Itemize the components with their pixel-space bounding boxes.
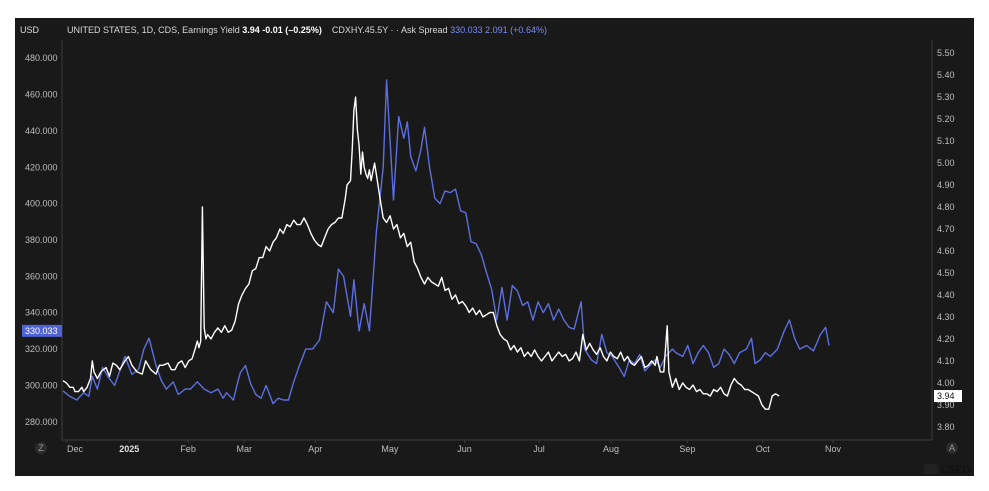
- x-tick-label: Dec: [67, 444, 84, 454]
- right-tick-label: 4.70: [937, 224, 955, 234]
- zoom-reset-label: Z: [38, 443, 44, 453]
- left-tick-label: 400.000: [25, 199, 58, 209]
- left-tick-label: 480.000: [25, 53, 58, 63]
- legend-series2-label: CDXHY.45.5Y · · Ask Spread: [331, 25, 448, 35]
- left-last-value-text: 330.033: [25, 326, 58, 336]
- currency-label: USD: [20, 25, 40, 35]
- right-last-value-text: 3.94: [937, 391, 955, 401]
- x-tick-label: May: [381, 444, 399, 454]
- right-tick-label: 5.40: [937, 70, 955, 80]
- left-tick-label: 280.000: [25, 417, 58, 427]
- x-tick-label: Feb: [180, 444, 196, 454]
- right-tick-label: 4.80: [937, 202, 955, 212]
- legend-series1-change: -0.01 (–0.25%): [262, 25, 322, 35]
- legend-series1-last: 3.94: [242, 25, 260, 35]
- right-tick-label: 5.00: [937, 158, 955, 168]
- x-tick-label: 2025: [119, 444, 139, 454]
- right-tick-label: 4.00: [937, 378, 955, 388]
- x-tick-label: Sep: [679, 444, 695, 454]
- auto-scale-control[interactable]: [946, 442, 958, 454]
- left-tick-label: 320.000: [25, 344, 58, 354]
- right-tick-label: 5.50: [937, 48, 955, 58]
- right-tick-label: 4.60: [937, 246, 955, 256]
- left-tick-label: 360.000: [25, 271, 58, 281]
- brand-name: LSEG: [941, 464, 971, 476]
- left-tick-label: 420.000: [25, 162, 58, 172]
- x-tick-label: Jun: [457, 444, 472, 454]
- legend-series2-last: 330.033: [450, 25, 483, 35]
- series-line-ask-spread: [62, 79, 830, 405]
- right-tick-label: 5.30: [937, 92, 955, 102]
- chart-plot: 280.000 300.000 320.000 340.000 360.000 380.0…: [15, 18, 974, 476]
- right-tick-label: 5.20: [937, 114, 955, 124]
- left-tick-label: 300.000: [25, 380, 58, 390]
- auto-scale-label: A: [949, 443, 955, 453]
- right-tick-label: 4.50: [937, 268, 955, 278]
- x-tick-label: Apr: [308, 444, 322, 454]
- left-last-value-tag: [22, 324, 62, 337]
- legend-series1-label: UNITED STATES, 1D, CDS, Earnings Yield: [67, 25, 240, 35]
- zoom-reset-control[interactable]: [35, 442, 47, 454]
- right-tick-label: 3.90: [937, 400, 955, 410]
- lseg-mark-icon: [924, 464, 939, 474]
- left-tick-label: 340.000: [25, 308, 58, 318]
- left-tick-label: 380.000: [25, 235, 58, 245]
- right-tick-label: 5.10: [937, 136, 955, 146]
- left-tick-label: 460.000: [25, 90, 58, 100]
- right-last-value-tag: [934, 390, 962, 403]
- x-tick-label: Aug: [603, 444, 619, 454]
- legend-series2-change: 2.091 (+0.64%): [485, 25, 547, 35]
- x-tick-label: Mar: [236, 444, 252, 454]
- right-tick-label: 4.20: [937, 334, 955, 344]
- plot-background: [15, 18, 974, 476]
- brand-logo: LSEG: [924, 464, 971, 476]
- legend: UNITED STATES, 1D, CDS, Earnings Yield 3…: [67, 25, 547, 35]
- chart-panel: 280.000 300.000 320.000 340.000 360.000 380.0…: [15, 18, 974, 476]
- right-tick-label: 4.10: [937, 356, 955, 366]
- right-tick-label: 4.40: [937, 290, 955, 300]
- right-tick-label: 4.90: [937, 180, 955, 190]
- left-tick-label: 440.000: [25, 126, 58, 136]
- right-tick-label: 4.30: [937, 312, 955, 322]
- x-tick-label: Nov: [825, 444, 842, 454]
- x-tick-label: Jul: [533, 444, 545, 454]
- series-line-earnings-yield: [62, 96, 780, 410]
- right-tick-label: 3.80: [937, 422, 955, 432]
- x-tick-label: Oct: [756, 444, 771, 454]
- chart-header: USD UNITED STATES, 1D, CDS, Earnings Yie…: [15, 18, 974, 40]
